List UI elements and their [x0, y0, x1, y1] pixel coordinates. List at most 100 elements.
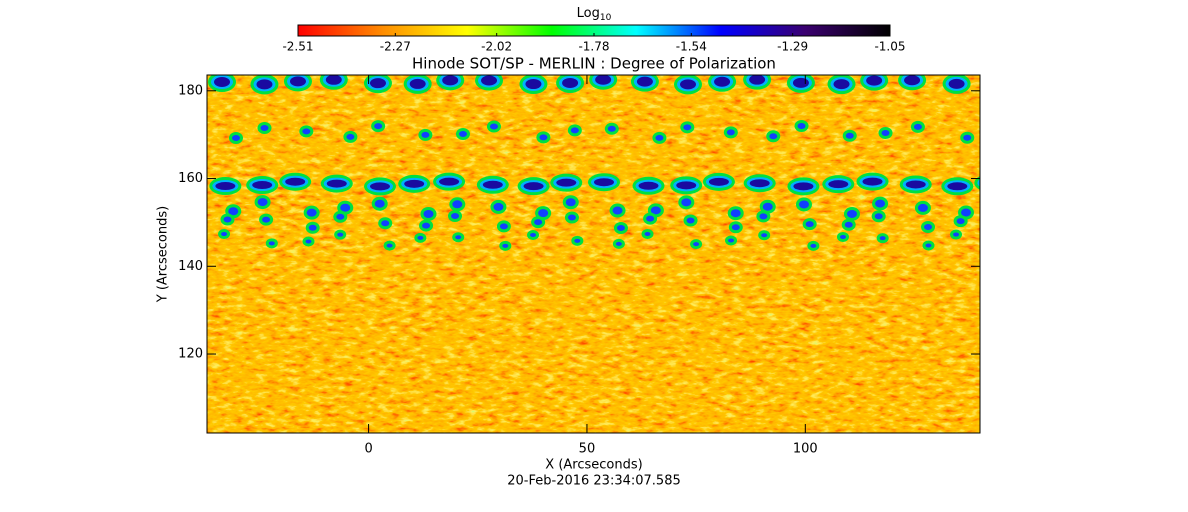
- timestamp: 20-Feb-2016 23:34:07.585: [507, 474, 681, 489]
- image-feature: [636, 76, 653, 87]
- image-feature: [638, 181, 659, 190]
- image-feature: [556, 178, 577, 187]
- image-feature: [336, 213, 345, 220]
- image-feature: [805, 221, 814, 228]
- image-feature: [961, 208, 972, 217]
- image-feature: [616, 224, 625, 231]
- y-axis-label: Y (Arcseconds): [156, 206, 171, 303]
- image-feature: [499, 223, 508, 230]
- image-feature: [833, 79, 850, 90]
- image-feature: [676, 181, 697, 190]
- image-feature: [881, 130, 890, 137]
- image-feature: [989, 198, 999, 206]
- image-feature: [749, 179, 770, 188]
- image-feature: [792, 77, 809, 88]
- colorbar-tick-label: -1.78: [578, 40, 609, 54]
- image-feature: [917, 203, 928, 212]
- image-feature: [708, 177, 729, 186]
- image-feature: [289, 76, 306, 87]
- image-feature: [285, 177, 306, 186]
- image-feature: [793, 182, 814, 191]
- image-feature: [875, 199, 886, 208]
- x-tick-label: 50: [579, 442, 596, 457]
- image-feature: [326, 179, 347, 188]
- x-tick-label: 0: [364, 442, 372, 457]
- image-feature: [839, 234, 846, 239]
- colorbar-tick-label: -2.51: [282, 40, 313, 54]
- image-feature: [644, 232, 651, 237]
- colorbar-tick-label: -1.05: [874, 40, 905, 54]
- x-tick-label: 100: [793, 442, 818, 457]
- image-feature: [409, 78, 426, 89]
- image-feature: [215, 182, 236, 191]
- image-feature: [679, 79, 696, 90]
- colorbar-tick-label: -1.29: [777, 40, 808, 54]
- image-feature: [223, 216, 232, 223]
- image-feature: [845, 132, 854, 139]
- image-feature: [369, 182, 390, 191]
- image-feature: [730, 209, 741, 218]
- image-feature: [646, 215, 655, 222]
- image-feature: [683, 124, 692, 131]
- image-feature: [574, 238, 581, 243]
- image-feature: [761, 233, 768, 238]
- image-feature: [879, 236, 886, 241]
- y-tick-label: 160: [178, 171, 203, 186]
- image-feature: [523, 182, 544, 191]
- image-feature: [810, 243, 817, 248]
- image-feature: [481, 75, 498, 86]
- image-feature: [340, 203, 351, 212]
- image-feature: [693, 242, 700, 247]
- image-feature: [828, 180, 849, 189]
- image-feature: [493, 202, 504, 211]
- image-feature: [381, 220, 390, 227]
- image-feature: [421, 131, 430, 138]
- image-feature: [374, 123, 383, 130]
- image-feature: [996, 237, 1008, 247]
- image-feature: [714, 76, 731, 87]
- image-feature: [439, 177, 460, 186]
- image-feature: [539, 134, 548, 141]
- image-feature: [983, 76, 1005, 90]
- image-feature: [221, 232, 228, 237]
- image-feature: [451, 213, 460, 220]
- image-feature: [726, 129, 735, 136]
- image-feature: [650, 206, 661, 215]
- image-feature: [534, 219, 543, 226]
- image-feature: [252, 181, 273, 190]
- image-feature: [992, 215, 1000, 221]
- image-feature: [762, 202, 773, 211]
- image-feature: [268, 241, 275, 246]
- image-feature: [924, 224, 933, 231]
- image-feature: [874, 213, 883, 220]
- image-feature: [489, 123, 498, 130]
- image-feature: [846, 209, 857, 218]
- image-feature: [452, 200, 463, 209]
- image-feature: [595, 75, 612, 85]
- image-feature: [681, 198, 692, 207]
- image-feature: [999, 240, 1005, 244]
- image-feature: [797, 123, 806, 130]
- image-feature: [769, 133, 778, 140]
- image-feature: [570, 127, 579, 134]
- image-feature: [925, 243, 932, 248]
- image-feature: [980, 73, 1008, 93]
- image-feature: [337, 232, 344, 237]
- image-feature: [866, 75, 883, 86]
- image-feature: [980, 179, 1000, 187]
- image-feature: [302, 128, 311, 135]
- image-feature: [749, 75, 766, 85]
- colorbar-tick-label: -1.54: [676, 40, 707, 54]
- image-feature: [686, 217, 695, 224]
- image-feature: [442, 75, 459, 86]
- plot-frame: [206, 74, 981, 434]
- image-feature: [798, 200, 809, 209]
- image-feature: [458, 130, 467, 137]
- image-feature: [731, 224, 740, 231]
- image-feature: [232, 135, 240, 141]
- colorbar-tick-label: -2.02: [481, 40, 512, 54]
- image-feature: [947, 182, 968, 191]
- image-feature: [228, 207, 239, 216]
- image-feature: [989, 212, 1003, 224]
